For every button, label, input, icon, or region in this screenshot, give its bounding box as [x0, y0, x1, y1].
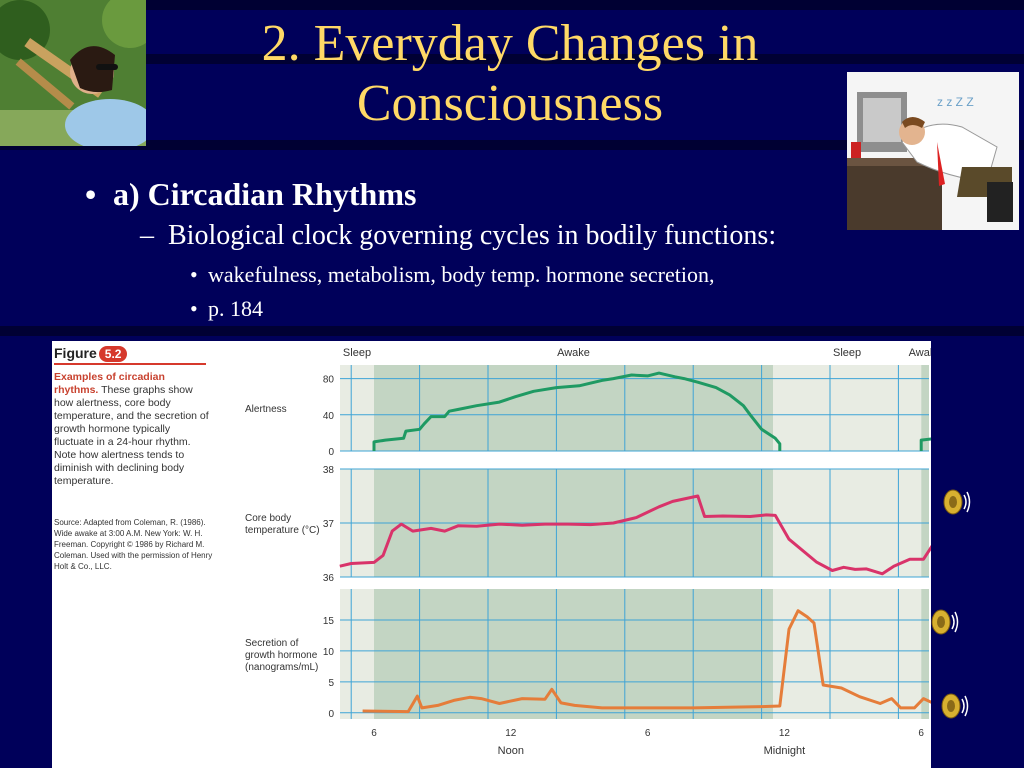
relaxing-person-photo	[0, 0, 146, 146]
bullet-level-1-text: a) Circadian Rhythms	[113, 176, 417, 212]
slide-title: 2. Everyday Changes in Consciousness	[160, 14, 860, 134]
y-tick-label-2-2: 10	[323, 647, 335, 658]
y-tick-label-0-2: 80	[323, 375, 335, 386]
figure-rule	[54, 363, 206, 365]
x-tick-sublabel-3: Midnight	[764, 745, 806, 757]
y-tick-label-0-0: 0	[328, 447, 334, 458]
circadian-chart: SleepAwakeSleepAwakeSleep04080Alertness3…	[245, 347, 931, 757]
phase-label-2: Sleep	[833, 347, 861, 359]
x-tick-label-2: 6	[645, 728, 651, 739]
sleeping-worker-photo: z z Z Z	[847, 72, 1019, 230]
phase-band-2-2	[773, 589, 922, 719]
bullet-dot-icon: •	[190, 296, 198, 321]
y-tick-label-1-2: 38	[323, 465, 335, 476]
phase-band-0-1	[374, 365, 773, 451]
phase-band-0-3	[921, 365, 929, 451]
speaker-icon[interactable]	[928, 606, 960, 638]
bullet-level-1: • a) Circadian Rhythms	[85, 176, 416, 213]
panel-label-1-1: temperature (°C)	[245, 525, 320, 536]
series-line-2-0	[362, 609, 931, 714]
panel-label-2-2: (nanograms/mL)	[245, 662, 318, 673]
figure-word: Figure	[54, 345, 97, 361]
svg-text:z z Z Z: z z Z Z	[937, 95, 974, 109]
bullet-level-3-b-text: p. 184	[208, 296, 263, 321]
y-tick-label-0-1: 40	[323, 411, 335, 422]
y-tick-label-1-0: 36	[323, 573, 335, 584]
series-line-0-0	[372, 371, 782, 451]
figure-caption-body: These graphs show how alertness, core bo…	[54, 384, 209, 487]
phase-band-2-0	[340, 589, 374, 719]
bullet-dot-icon: •	[85, 176, 97, 212]
slide-title-line-1: 2. Everyday Changes in	[261, 15, 759, 72]
figure-source: Source: Adapted from Coleman, R. (1986).…	[54, 518, 213, 571]
background-stripe	[0, 0, 1024, 10]
bullet-dot-icon: •	[190, 262, 198, 287]
y-tick-label-2-0: 0	[328, 709, 334, 720]
phase-band-0-2	[773, 365, 922, 451]
phase-band-0-0	[340, 365, 374, 451]
bullet-level-2-text: Biological clock governing cycles in bod…	[168, 220, 777, 251]
background-stripe	[0, 54, 1024, 64]
series-line-1-0	[339, 494, 931, 576]
y-tick-label-2-1: 5	[328, 678, 334, 689]
x-tick-label-3: 12	[779, 728, 791, 739]
phase-band-2-3	[921, 589, 929, 719]
background-stripe	[0, 140, 1024, 150]
y-tick-label-1-1: 37	[323, 519, 335, 530]
slide-title-line-2: Consciousness	[356, 75, 664, 132]
y-tick-label-2-3: 15	[323, 616, 335, 627]
x-tick-label-0: 6	[371, 728, 377, 739]
x-tick-label-1: 12	[505, 728, 517, 739]
bullet-level-2: – Biological clock governing cycles in bo…	[140, 220, 776, 252]
phase-label-1: Awake	[557, 347, 590, 359]
x-tick-label-4: 6	[918, 728, 924, 739]
figure-label: Figure 5.2	[54, 345, 128, 363]
phase-label-3: Awake	[909, 347, 931, 359]
phase-label-0: Sleep	[343, 347, 371, 359]
speaker-icon[interactable]	[938, 690, 970, 722]
panel-label-1-0: Core body	[245, 513, 291, 524]
panel-label-2-0: Secretion of	[245, 638, 299, 649]
figure-panel: Figure 5.2 Examples of circadian rhythms.…	[52, 341, 931, 768]
speaker-icon[interactable]	[940, 486, 972, 518]
bullet-level-3-a-text: wakefulness, metabolism, body temp. horm…	[208, 262, 715, 287]
figure-caption: Examples of circadian rhythms. These gra…	[54, 371, 212, 488]
x-tick-sublabel-1: Noon	[498, 745, 524, 757]
figure-number-badge: 5.2	[98, 346, 128, 362]
bullet-dash-icon: –	[140, 220, 154, 251]
bullet-level-3-a: • wakefulness, metabolism, body temp. hor…	[190, 262, 715, 288]
figure-caption-head: Examples of circadian rhythms.	[54, 371, 165, 396]
panel-label-2-1: growth hormone	[245, 650, 318, 661]
background-stripe	[0, 326, 1024, 336]
panel-label-0-0: Alertness	[245, 404, 287, 415]
phase-band-2-1	[374, 589, 773, 719]
bullet-level-3-b: • p. 184	[190, 296, 263, 322]
